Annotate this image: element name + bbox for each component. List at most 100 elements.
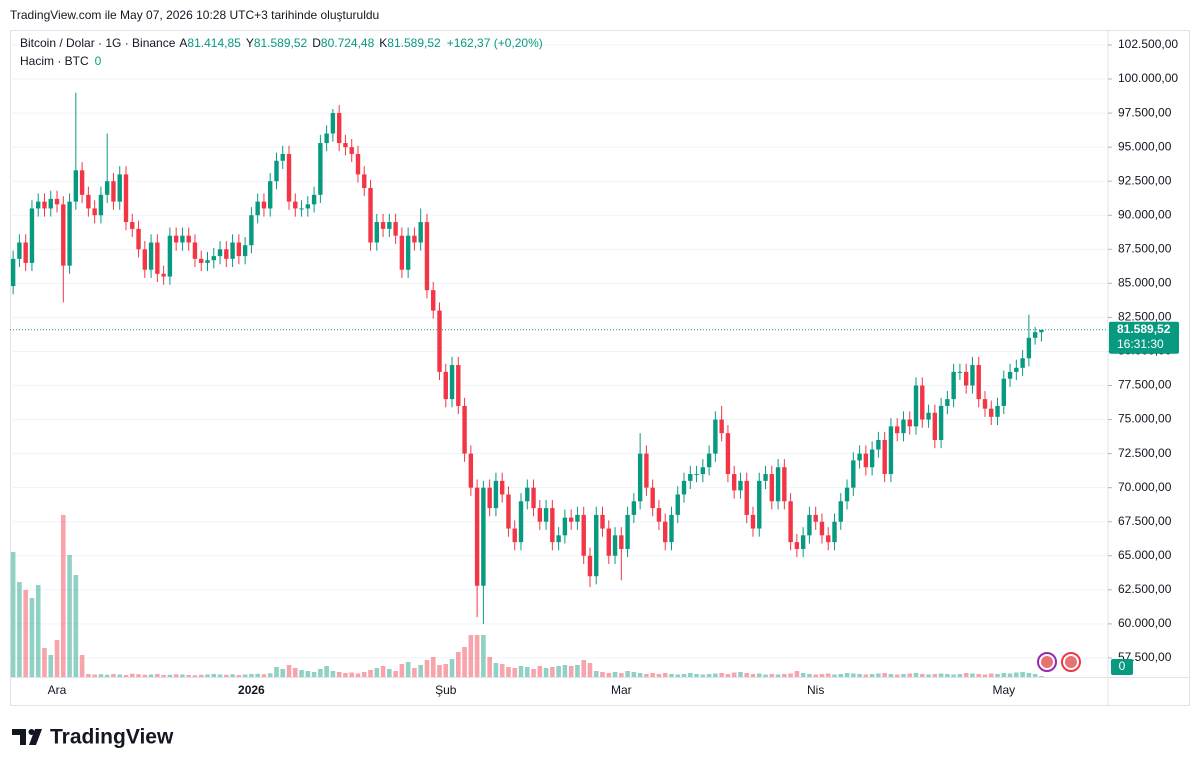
volume-bar: [399, 664, 405, 677]
volume-bar: [550, 667, 555, 677]
volume-bar: [926, 674, 931, 677]
volume-bar: [669, 674, 674, 677]
candle-body: [938, 405, 944, 440]
volume-bar: [619, 673, 624, 677]
volume-bar: [524, 667, 530, 677]
y-tick-label: 60.000,00: [1118, 616, 1172, 630]
volume-bar: [919, 674, 925, 677]
candle-body: [663, 521, 668, 543]
volume-bar: [744, 673, 750, 677]
volume-bar: [242, 674, 248, 677]
candle-body: [117, 174, 122, 202]
volume-bar: [393, 671, 398, 677]
volume-bar: [888, 674, 894, 677]
candle-body: [656, 508, 662, 522]
candle-body: [393, 222, 398, 236]
candle-body: [907, 419, 912, 427]
volume-bar: [945, 674, 950, 677]
volume-bar: [111, 674, 116, 677]
volume-bar: [117, 674, 123, 677]
candle-body: [362, 174, 367, 189]
volume-bar: [832, 674, 837, 677]
candle-body: [851, 460, 856, 488]
candle-body: [531, 487, 536, 509]
candle-body: [192, 242, 198, 259]
candle-body: [136, 228, 141, 250]
volume-bar: [48, 655, 54, 677]
volume-bar: [468, 635, 474, 677]
volume-bar: [863, 674, 869, 677]
volume-bar: [418, 665, 423, 677]
volume-bar: [29, 598, 35, 677]
candle-body: [769, 474, 775, 502]
candle-body: [349, 147, 354, 154]
candle-body: [876, 439, 881, 450]
volume-bar: [970, 673, 975, 677]
volume-bar: [336, 672, 342, 677]
candle-body: [631, 501, 637, 515]
y-tick-label: 90.000,00: [1118, 207, 1172, 221]
candle-body: [587, 555, 593, 577]
volume-bar: [794, 671, 800, 677]
volume-bar: [857, 674, 862, 677]
candle-body: [1014, 367, 1019, 372]
candle-body: [945, 399, 950, 406]
volume-bar: [123, 675, 129, 677]
volume-bar: [876, 673, 881, 677]
x-tick-label: Ara: [48, 683, 67, 697]
volume-bar: [750, 674, 756, 677]
candle-body: [813, 514, 818, 522]
candle-body: [54, 198, 60, 205]
volume-bar: [901, 674, 906, 677]
volume-bar: [988, 673, 994, 677]
x-tick-label: 2026: [238, 683, 265, 697]
y-tick-label: 75.000,00: [1118, 412, 1172, 426]
candle-body: [173, 235, 179, 243]
volume-bar: [474, 635, 480, 677]
candle-body: [186, 235, 191, 243]
volume-bar: [1001, 673, 1007, 677]
volume-bar: [230, 674, 235, 677]
candle-body: [29, 208, 35, 263]
volume-bar: [330, 671, 336, 677]
candle-body: [694, 474, 699, 476]
volume-bar: [775, 674, 781, 677]
candle-body: [725, 433, 731, 475]
y-tick-label: 82.500,00: [1118, 310, 1172, 324]
candle-body: [600, 514, 605, 529]
candle-body: [449, 365, 455, 400]
volume-bar: [148, 674, 154, 677]
candle-body: [274, 160, 279, 182]
candle-body: [932, 412, 938, 440]
candle-body: [368, 188, 373, 243]
volume-bar: [167, 674, 173, 677]
volume-bar: [713, 673, 718, 677]
candle-body: [1039, 329, 1044, 333]
volume-bar: [67, 555, 72, 677]
candle-body: [995, 405, 1000, 417]
volume-bar: [568, 666, 574, 677]
candle-body: [224, 249, 229, 259]
candle-body: [581, 514, 586, 556]
volume-bar: [719, 673, 724, 677]
candle-body: [211, 256, 216, 261]
candle-body: [681, 480, 687, 495]
candle-body: [399, 235, 405, 270]
volume-bar: [537, 666, 543, 677]
volume-bar: [274, 667, 279, 677]
candle-body: [926, 412, 931, 420]
volume-bar: [800, 673, 806, 677]
candle-body: [819, 521, 825, 536]
volume-bar: [412, 668, 417, 677]
candle-body: [625, 514, 630, 549]
volume-bar: [299, 670, 304, 677]
volume-bar: [562, 665, 568, 677]
volume-bar: [600, 672, 605, 677]
candle-body: [249, 215, 254, 246]
volume-bar: [86, 674, 91, 677]
candle-body: [951, 371, 956, 400]
y-tick-label: 95.000,00: [1118, 139, 1172, 153]
volume-bar: [311, 672, 317, 677]
volume-bar: [512, 668, 518, 677]
volume-bar: [180, 674, 185, 677]
